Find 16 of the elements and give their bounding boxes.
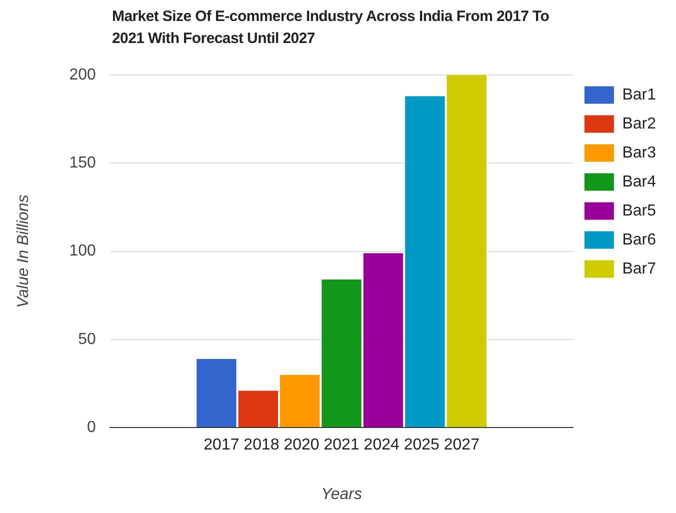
x-axis-title: Years: [321, 486, 362, 503]
y-tick-label: 0: [86, 419, 96, 436]
legend-label: Bar1: [622, 86, 656, 104]
chart-title: Market Size Of E-commerce Industry Across India From 2017 To 2021 With Forecast Until 2027: [112, 7, 550, 49]
legend-label: Bar7: [622, 260, 656, 278]
legend-label: Bar2: [622, 115, 656, 132]
legend-label: Bar6: [622, 231, 656, 248]
y-tick-label: 200: [69, 66, 96, 84]
legend-label: Bar4: [622, 173, 656, 190]
legend-label: Bar3: [622, 144, 656, 162]
y-axis-title: Value In Billions: [15, 194, 32, 308]
x-tick-label: 2017 2018 2020 2021 2024 2025 2027: [204, 436, 480, 454]
legend-label: Bar5: [622, 202, 656, 220]
y-tick-label: 50: [78, 330, 96, 348]
y-tick-label: 150: [69, 154, 96, 172]
y-tick-label: 100: [69, 242, 96, 260]
